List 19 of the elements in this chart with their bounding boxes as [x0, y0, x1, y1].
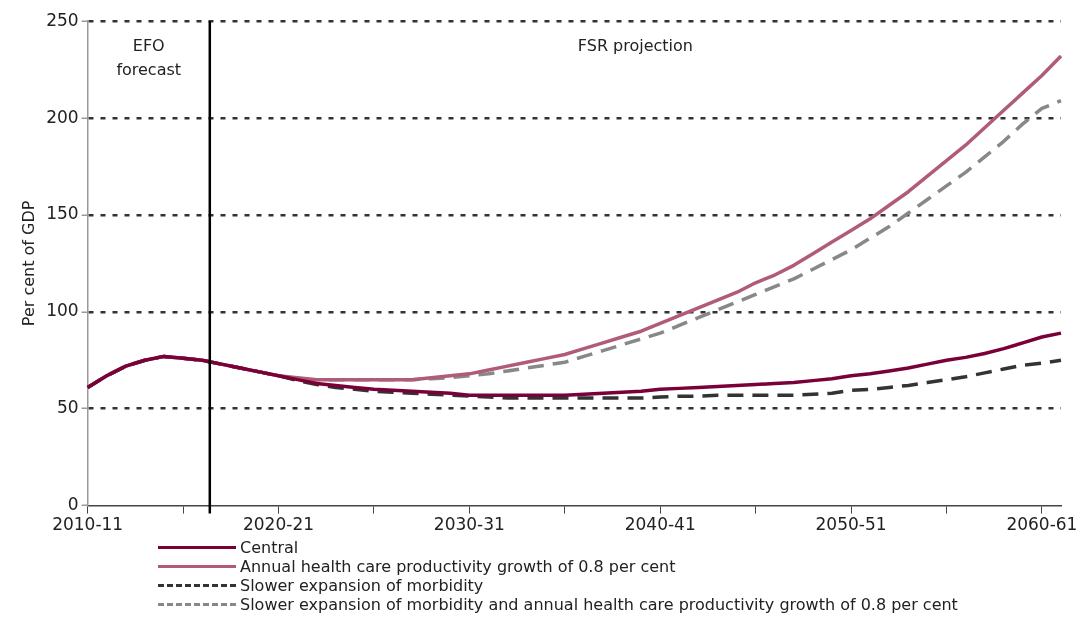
annotation: FSR projection [577, 36, 693, 56]
y-axis-title: Per cent of GDP [18, 200, 38, 327]
legend-label: Annual health care productivity growth of 0.8 per cent [240, 557, 676, 576]
y-tick-label: 0 [67, 494, 79, 515]
x-tick-label: 2010-11 [52, 514, 124, 535]
x-tick-label: 2040-41 [624, 514, 696, 535]
legend-label: Slower expansion of morbidity and annual health care productivity growth of 0.8 per cent [240, 595, 958, 614]
y-tick-label: 200 [46, 106, 79, 127]
legend-label: Slower expansion of morbidity [240, 576, 484, 595]
y-tick-label: 50 [57, 397, 79, 418]
x-tick-label: 2050-51 [815, 514, 887, 535]
x-tick-label: 2020-21 [242, 514, 315, 535]
y-tick-label: 100 [46, 300, 79, 321]
x-tick-label: 2030-31 [433, 514, 505, 535]
annotation: EFO forecast [116, 36, 182, 80]
x-tick-label: 2060-61 [1006, 514, 1078, 535]
y-tick-label: 150 [46, 203, 79, 224]
y-tick-label: 250 [46, 9, 79, 30]
legend-label: Central [240, 538, 299, 557]
